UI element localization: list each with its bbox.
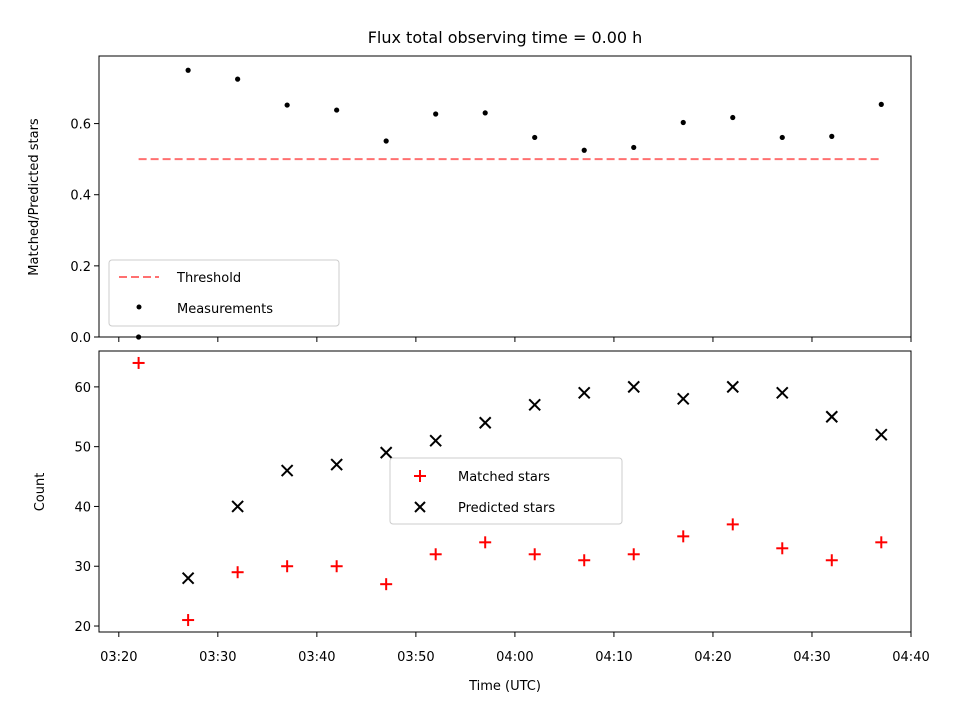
bottom-x-tick-label: 04:40 [892,650,929,665]
legend-matched-label: Matched stars [458,470,550,485]
top-y-tick-label: 0.6 [70,118,91,133]
bottom-x-tick-label: 04:00 [496,650,533,665]
bottom-y-tick-label: 40 [74,500,91,515]
matched-star-point [776,542,789,555]
measurement-point [185,67,191,73]
matched-star-point [132,356,145,369]
predicted-star-point [627,380,640,394]
matched-star-point [825,554,838,567]
measurement-point [680,119,686,126]
matched-star-point [330,560,343,573]
measurement-point [829,133,835,139]
top-legend: Threshold Measurements [108,259,340,327]
matched-star-point [231,566,244,579]
bottom-x-ticks: 03:20 03:30 03:40 03:50 04:00 04:10 04:20 04:30… [100,632,930,665]
legend-threshold-label: Threshold [176,271,241,286]
bottom-legend-frame [389,457,623,525]
predicted-star-point [330,458,343,471]
bottom-panel: 20 30 40 50 60 03:20 03:30 03:40 03:50 04:00 04:1… [33,350,930,694]
predicted-star-point [825,410,838,423]
predicted-star-point [181,571,195,585]
bottom-y-ticks: 20 30 40 50 60 [74,381,99,635]
measurement-point [631,144,637,151]
bottom-y-tick-label: 50 [74,441,91,456]
chart-title: Flux total observing time = 0.00 h [368,28,643,47]
predicted-star-point [726,380,739,394]
bottom-y-axis-label: Count [33,473,48,512]
bottom-x-tick-label: 04:10 [595,650,632,665]
bottom-x-tick-label: 03:20 [100,650,137,665]
matched-star-point [429,548,442,561]
bottom-y-tick-label: 30 [74,560,91,575]
matched-star-point [281,560,294,573]
legend-measurements-swatch [136,304,142,310]
measurement-point [334,107,340,113]
measurement-point [730,114,736,121]
measurement-point [878,101,884,107]
matched-star-point [875,536,888,549]
matched-star-point [528,548,541,561]
matched-star-point [677,530,690,543]
top-panel: 0.0 0.2 0.4 0.6 Matched/Predicted stars [27,55,912,346]
predicted-star-point [578,386,591,400]
bottom-x-tick-label: 03:50 [397,650,434,665]
legend-matched-swatch [414,470,426,482]
measurement-point [433,111,439,117]
matched-star-point [380,578,393,591]
top-plot-frame [98,55,912,338]
top-y-axis-label: Matched/Predicted stars [27,118,42,276]
matched-star-point [726,518,739,531]
bottom-x-tick-label: 04:30 [793,650,830,665]
top-data-marks [136,67,884,340]
top-y-tick-label: 0.0 [70,331,91,346]
measurement-point [482,110,488,116]
matched-star-point [479,536,492,549]
bottom-x-axis-label: Time (UTC) [468,679,541,694]
bottom-legend: Matched stars Predicted stars [389,457,623,525]
bottom-plot-frame [98,350,912,633]
bottom-x-tick-label: 03:40 [298,650,335,665]
predicted-star-point [429,434,442,447]
predicted-star-point [677,392,690,406]
matched-star-point [578,554,591,567]
legend-predicted-label: Predicted stars [458,501,555,516]
predicted-star-point [280,464,294,477]
bottom-y-tick-label: 60 [74,381,91,396]
measurement-point [235,76,241,82]
measurement-point [284,102,290,108]
bottom-x-tick-label: 03:30 [199,650,236,665]
measurement-point [779,134,785,141]
measurement-point [581,147,587,153]
predicted-star-point [875,428,888,441]
predicted-star-point [478,416,492,429]
predicted-star-point [776,386,789,400]
matched-star-point [182,614,195,627]
bottom-x-tick-label: 04:20 [694,650,731,665]
top-y-tick-label: 0.4 [70,189,91,204]
legend-predicted-swatch [414,501,426,513]
bottom-data-marks [132,356,888,627]
bottom-y-tick-label: 20 [74,620,91,635]
top-x-ticks [118,337,912,342]
predicted-star-point [231,500,244,513]
measurement-point [383,138,389,144]
measurement-point [532,134,538,141]
legend-measurements-label: Measurements [177,302,273,317]
measurement-point [136,334,142,340]
top-y-tick-label: 0.2 [70,260,91,275]
predicted-star-point [528,398,541,412]
top-y-ticks: 0.0 0.2 0.4 0.6 [70,118,99,346]
matched-star-point [627,548,640,561]
top-legend-frame [108,259,340,327]
predicted-star-point [379,446,393,459]
